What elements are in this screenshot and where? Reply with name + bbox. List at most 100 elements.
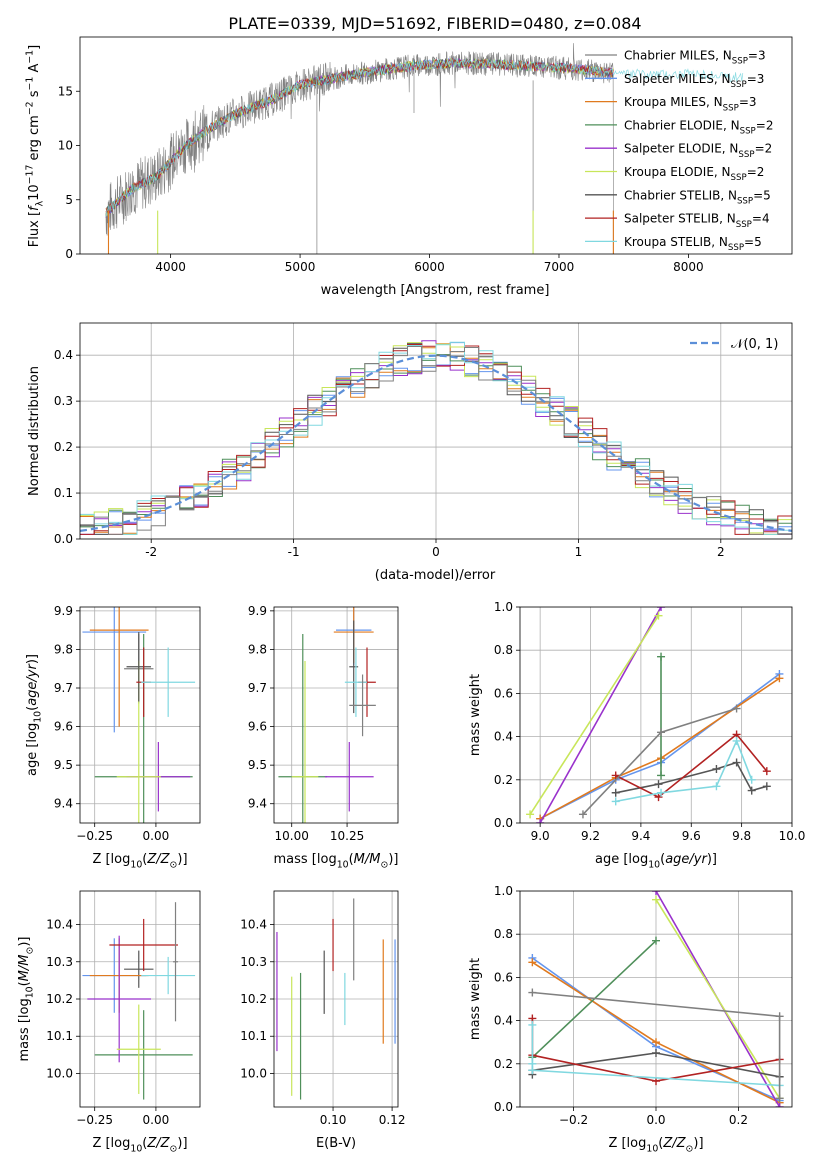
legend-entry: Salpeter ELODIE, NSSP=2 [624,142,772,160]
plot-area-mass_vs_ebv [274,891,398,1107]
weight-marker [762,767,771,776]
y-tick-label: 0 [65,247,73,261]
legend-entry: Kroupa MILES, NSSP=3 [624,95,757,113]
weight-marker [611,797,620,806]
weight-marker [747,786,756,795]
x-tick-label: 0.00 [143,829,170,843]
x-tick-label: 0.10 [320,1113,347,1127]
x-tick-label: −0.25 [76,1113,113,1127]
x-axis-label: wavelength [Angstrom, rest frame] [321,283,550,298]
y-tick-label: 0.4 [54,348,73,362]
y-tick-label: 9.6 [54,720,73,734]
x-axis-label: Z [log10(Z/Z⊙)] [608,1136,703,1155]
weight-marker [652,936,660,945]
weight-marker [611,788,620,797]
y-tick-label: 10.4 [46,918,73,932]
weight-marker [654,780,663,789]
x-tick-label: 10.0 [779,829,806,843]
plot-area-weight_vs_age [520,607,792,823]
axes-frame [79,36,793,255]
plot-area-weight_vs_Z [520,891,792,1107]
x-tick-label: 0 [432,545,440,559]
plot-area-age_vs_Z [80,607,200,823]
y-tick-label: 0.3 [54,394,73,408]
x-axis-label: E(B-V) [316,1136,356,1151]
weight-marker [657,771,666,780]
legend-entry: Kroupa STELIB, NSSP=5 [624,235,762,253]
y-axis-label: Flux [fλ10−17 erg cm−2 s−1 A−1] [25,45,46,247]
weight-line [615,761,768,794]
y-tick-label: 5 [65,193,73,207]
axes-age_vs_mass: 10.00 10.25 9.4 9.5 9.6 9.7 9.8 9.9 mass [log10(… [248,604,399,871]
y-tick-label: 0.0 [494,816,513,830]
weight-line [655,899,781,1099]
x-tick-label: -1 [288,545,300,559]
weight-marker [712,765,721,773]
x-axis-label: mass [log10(M/M⊙)] [274,852,399,871]
x-tick-label: 0.12 [379,1113,406,1127]
x-axis-label: age [log10(age/yr)] [595,852,717,871]
x-tick-label: 4000 [155,260,186,274]
plot-area-spectrum [105,43,744,254]
x-tick-label: 9.0 [531,829,550,843]
weight-marker [528,958,537,967]
axes-frame [79,606,201,824]
y-tick-label: 10.1 [46,1029,73,1043]
plot-area-mass_vs_Z [80,891,200,1107]
y-tick-label: 9.4 [54,797,73,811]
legend-entry: Chabrier STELIB, NSSP=5 [624,188,771,206]
x-axis-label: Z [log10(Z/Z⊙)] [92,1136,187,1155]
axes-frame [273,890,399,1108]
plot-area-residuals [80,323,792,539]
plot-area-age_vs_mass [274,607,398,823]
weight-line [582,707,737,815]
y-tick-label: 9.9 [54,604,73,618]
axes-frame [79,890,201,1108]
y-tick-label: 9.9 [248,604,267,618]
y-tick-label: 10.1 [240,1029,267,1043]
residual-histogram [80,341,792,535]
y-axis-label: mass weight [468,958,483,1040]
axes-weight_vs_Z: −0.2 0.0 0.2 0.0 0.2 0.4 0.6 0.8 1.0 Z [log10(Z/Z… [468,884,793,1155]
x-tick-label: 0.2 [729,1113,748,1127]
weight-marker [732,758,741,767]
model-spectrum-line [105,57,744,217]
weight-marker [528,1066,537,1075]
axes-weight_vs_age: 9.0 9.2 9.4 9.6 9.8 10.0 0.0 0.2 0.4 0.6 0.8 1.0 age… [468,600,805,871]
y-axis-label: mass [log10(M/M⊙)] [17,937,36,1062]
x-tick-label: 5000 [285,260,316,274]
y-tick-label: 10.0 [46,1066,73,1080]
y-tick-label: 0.0 [54,532,73,546]
weight-line [615,738,753,803]
y-tick-label: 1.0 [494,884,513,898]
weight-marker [657,652,666,661]
x-tick-label: 9.8 [732,829,751,843]
weight-marker [526,810,535,819]
y-tick-label: 0.0 [494,1100,513,1114]
axes-mass_vs_ebv: 0.10 0.12 10.0 10.1 10.2 10.3 10.4 E(B-V) [240,890,406,1151]
weight-marker [652,1038,660,1047]
weight-marker [712,782,721,791]
legend-entry: 𝒩(0, 1) [731,337,778,352]
legend-entry: Salpeter MILES, NSSP=3 [624,72,764,90]
weight-marker [657,728,666,737]
x-tick-label: 10.00 [275,829,309,843]
observed-spectrum-line [105,43,614,254]
y-tick-label: 9.5 [54,758,73,772]
y-tick-label: 9.5 [248,758,267,772]
legend-entry: Kroupa ELODIE, NSSP=2 [624,165,764,183]
y-axis-label: Normed distribution [27,366,42,496]
weight-marker [528,1020,537,1029]
weight-marker [762,782,771,791]
weight-marker [775,1012,784,1021]
weight-marker [657,607,666,611]
weight-marker [578,810,587,819]
axes-frame [519,890,793,1108]
y-tick-label: 0.6 [494,970,513,984]
y-tick-label: 10.2 [240,992,267,1006]
legend-entry: Chabrier ELODIE, NSSP=2 [624,118,773,136]
weight-marker [652,891,660,895]
x-tick-label: 9.4 [631,829,650,843]
